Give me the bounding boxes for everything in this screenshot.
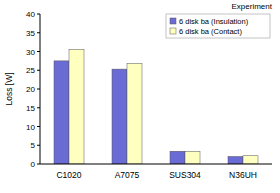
bar	[185, 151, 200, 164]
bar	[228, 157, 243, 165]
bar	[170, 151, 185, 164]
bar	[127, 64, 142, 165]
legend-box	[166, 14, 270, 38]
title: Experiment	[232, 2, 273, 11]
y-axis-label: Loss [W]	[4, 72, 14, 105]
x-tick-label: N36UH	[229, 170, 257, 180]
x-axis	[40, 164, 272, 165]
y-axis	[40, 14, 41, 164]
bar	[112, 69, 127, 164]
bar	[243, 156, 258, 164]
chart-svg: 0 5 10 15 20 25 30 35 40 C1020 A7075 SUS304 N36UH Los…	[0, 0, 280, 193]
legend-swatch	[170, 28, 176, 34]
x-tick-label: C1020	[56, 170, 81, 180]
bar	[54, 61, 69, 164]
chart-root: 0 5 10 15 20 25 30 35 40 C1020 A7075 SUS304 N36UH Los…	[0, 0, 280, 193]
y-tick-label: 20	[26, 85, 35, 94]
legend-label: 6 disk ba (Insulation)	[179, 17, 249, 26]
legend: 6 disk ba (Insulation)6 disk ba (Contact…	[166, 14, 270, 38]
y-tick-label: 10	[26, 123, 35, 132]
y-tick-label: 35	[26, 29, 35, 38]
y-tick-label: 30	[26, 48, 35, 57]
bars	[54, 50, 258, 164]
y-tick-label: 0	[31, 160, 36, 169]
x-tick-label: A7075	[115, 170, 140, 180]
legend-label: 6 disk ba (Contact)	[179, 27, 242, 36]
y-tick-label: 5	[31, 141, 36, 150]
y-tick-label: 40	[26, 10, 35, 19]
x-tick-label: SUS304	[169, 170, 201, 180]
y-tick-label: 25	[26, 66, 35, 75]
legend-swatch	[170, 18, 176, 24]
bar	[69, 50, 84, 164]
y-tick-label: 15	[26, 104, 35, 113]
